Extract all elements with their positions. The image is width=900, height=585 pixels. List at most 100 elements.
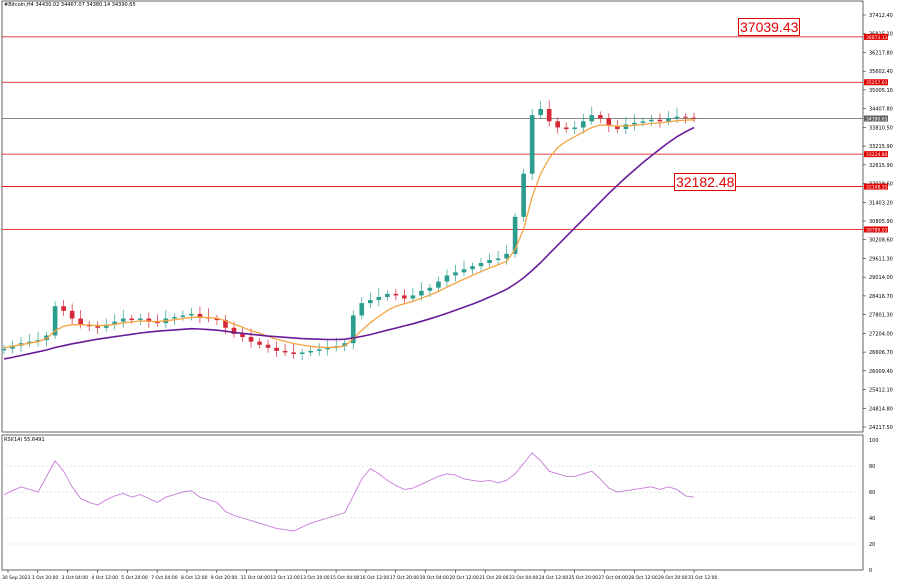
candle-body [265, 344, 271, 348]
candle-body [367, 300, 373, 304]
candle-body [495, 258, 501, 260]
candle-body [223, 320, 228, 328]
time-tick-label: 15 Oct 04:00 [330, 575, 359, 581]
candle-body [27, 341, 32, 344]
level-callout-lower: 32182.48 [674, 173, 737, 191]
candle-body [572, 127, 578, 130]
candle-body [78, 318, 83, 325]
candle-body [342, 343, 348, 347]
candle-body [461, 269, 467, 273]
rsi-tick-label: 20 [869, 542, 875, 548]
time-tick-label: 3 Oct 04:00 [62, 575, 89, 581]
time-tick-label: 16 Oct 12:00 [360, 575, 389, 581]
candle-body [589, 115, 595, 122]
candle-body [10, 345, 15, 349]
price-tick-label: 26009.40 [869, 369, 893, 375]
time-tick-label: 21 Oct 20:00 [479, 575, 508, 581]
price-tick-label: 27801.30 [869, 313, 893, 319]
candle-body [436, 281, 441, 288]
time-tick-label: 5 Oct 20:00 [121, 575, 148, 581]
candle-body [240, 333, 245, 338]
ema-slow-line [3, 126, 695, 360]
time-tick-label: 12 Oct 12:00 [270, 575, 299, 581]
candle-body [597, 115, 603, 119]
ema-fast-line [3, 119, 695, 349]
rsi-line [3, 452, 695, 532]
level-callout-upper: 37039.43 [738, 18, 801, 36]
price-tick-label: 29611.30 [869, 256, 893, 262]
price-tick-label: 35005.10 [869, 88, 893, 94]
candle-body [393, 293, 399, 296]
time-tick-label: 23 Oct 04:00 [509, 575, 538, 581]
candle-body [615, 125, 620, 130]
candle-body [316, 349, 322, 351]
candle-body [580, 121, 586, 128]
candle-body [189, 313, 194, 316]
level-price-tag-label: 30789.03 [866, 227, 888, 233]
price-tick-label: 24217.50 [869, 425, 893, 431]
time-tick-label: 7 Oct 04:00 [151, 575, 178, 581]
candle-body [427, 287, 433, 291]
candle-body [691, 117, 697, 119]
level-price-tag [864, 183, 888, 190]
candle-body [350, 315, 356, 344]
price-tick-label: 36217.80 [869, 50, 893, 56]
candle-body [444, 275, 450, 282]
level-price-tag-label: 35257.61 [866, 80, 888, 86]
candle-body [95, 326, 101, 328]
price-tick-label: 31403.20 [869, 200, 893, 206]
candle-body [546, 108, 552, 122]
time-tick-label: 17 Oct 20:00 [390, 575, 419, 581]
candle-body [683, 116, 688, 118]
candle-body [359, 303, 365, 316]
candle-body [410, 295, 416, 299]
candle-body [529, 115, 535, 174]
candle-body [282, 350, 288, 353]
candle-body [504, 253, 509, 259]
price-tick-label: 34407.80 [869, 107, 893, 113]
rsi-tick-label: 60 [869, 490, 875, 496]
price-tick-label: 30208.60 [869, 238, 893, 244]
time-tick-label: 24 Oct 12:00 [539, 575, 568, 581]
candle-body [606, 118, 612, 126]
candle-body [231, 327, 237, 334]
level-price-tag-label: 32148.35 [866, 185, 888, 191]
candle-body [197, 313, 203, 317]
candle-body [325, 347, 331, 350]
time-tick-label: 19 Oct 04:00 [420, 575, 449, 581]
candle-body [538, 108, 543, 116]
candle-body [419, 290, 424, 296]
price-tick-label: 33215.90 [869, 144, 893, 150]
price-panel-frame [1, 0, 864, 433]
candle-body [35, 340, 41, 342]
time-tick-label: 30 Sep 2023 [2, 575, 31, 581]
candle-body [172, 316, 177, 319]
level-price-tag-label: 36873.13 [866, 35, 888, 41]
time-tick-label: 25 Oct 20:00 [569, 575, 598, 581]
candle-body [69, 310, 75, 319]
price-tick-label: 27204.00 [869, 331, 893, 337]
candle-body [487, 259, 492, 264]
candle-body [640, 121, 646, 123]
candle-body [137, 318, 143, 321]
price-tick-label: 33810.50 [869, 125, 893, 131]
candle-body [470, 266, 475, 270]
time-tick-label: 4 Oct 12:00 [91, 575, 118, 581]
price-tick-label: 29014.00 [869, 275, 893, 281]
level-price-tag [864, 151, 888, 158]
candle-body [129, 318, 135, 321]
rsi-tick-label: 40 [869, 516, 875, 522]
time-tick-label: 1 Oct 20:00 [32, 575, 59, 581]
candle-body [214, 318, 220, 321]
level-price-tag [864, 115, 888, 122]
candle-body [103, 324, 109, 328]
candle-body [274, 347, 279, 351]
rsi-tick-label: 0 [869, 568, 872, 574]
candle-body [453, 272, 458, 276]
candle-body [478, 263, 484, 267]
price-tick-label: 25412.10 [869, 388, 893, 394]
price-tick-label: 32615.90 [869, 163, 893, 169]
candle-body [52, 306, 58, 336]
